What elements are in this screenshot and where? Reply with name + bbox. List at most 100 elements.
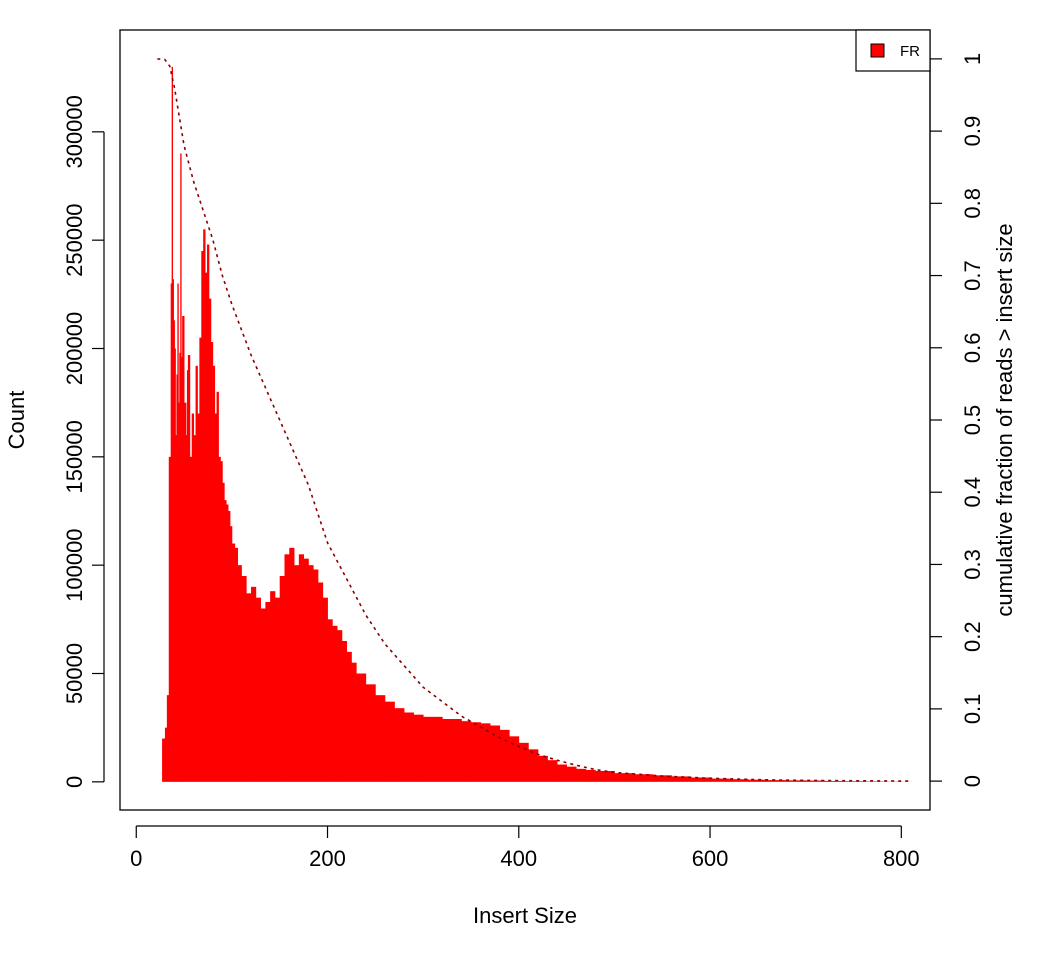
y2-tick-label: 0.8 [960,188,985,219]
histogram-bar [748,779,768,782]
histogram-bar [186,370,189,782]
histogram-bar [222,482,225,782]
histogram-bar [346,651,352,782]
histogram-bar [294,565,300,782]
x-tick-label: 600 [692,846,729,871]
histogram-bar [180,153,182,782]
histogram-bar [332,625,338,782]
histogram-bar [356,673,367,782]
histogram-bar [224,500,227,782]
histogram-bar [365,684,376,782]
histogram-bar [260,608,266,782]
histogram-bar [710,778,730,782]
histogram-bar [205,272,208,782]
y2-tick-label: 0.1 [960,694,985,725]
histogram-bar [394,708,405,782]
histogram-bar [172,279,174,782]
histogram-bar [164,727,168,782]
legend-swatch-fr [870,43,885,58]
y2-tick-label: 0.2 [960,621,985,652]
histogram-bar [499,729,510,782]
histogram-bar [308,565,314,782]
histogram-bar [210,342,214,782]
histogram-bar [184,402,187,782]
histogram-bar [185,435,188,782]
histogram-bar [423,716,434,782]
legend-label-fr: FR [900,43,920,60]
histogram-bar [461,721,472,782]
y2-tick-label: 0.9 [960,116,985,147]
histogram-bar [404,712,414,782]
y2-axis-label: cumulative fraction of reads > insert si… [992,223,1017,616]
histogram-bar [375,695,386,782]
histogram-bar [317,582,324,782]
histogram-bar [671,776,692,782]
histogram-bar [384,701,395,782]
histogram-bar [237,565,242,782]
histogram-bar [480,723,491,782]
histogram-bar [518,742,529,782]
y2-tick-label: 0.4 [960,477,985,508]
x-tick-label: 0 [130,846,142,871]
histogram-bar [197,413,200,782]
histogram-bar [208,298,212,782]
y2-tick-label: 0.7 [960,260,985,291]
histogram-bar [178,402,180,782]
histogram-bar [220,461,223,782]
histogram-bar [170,283,173,782]
histogram-bar [171,66,173,782]
y-tick-label: 150000 [62,420,87,493]
histogram-bar [177,283,179,782]
histogram-bar [351,662,357,782]
histogram-bar [614,773,634,782]
histogram-bar [199,337,202,782]
histogram-bar [216,391,219,782]
histogram-bar [432,716,443,782]
histogram-bar [289,547,295,782]
histogram-bar [166,695,170,782]
histogram-bar [231,543,236,782]
histogram-bar [690,777,711,782]
histogram-bar [576,768,587,782]
histogram-bar [652,775,673,782]
histogram-bar [843,781,864,782]
histogram-bar [729,779,749,782]
histogram-bar [585,769,596,782]
histogram-bar [279,576,285,782]
histogram-bar [337,630,343,782]
histogram-bar [528,749,539,782]
histogram-bar [298,554,305,782]
histogram-bar [470,722,481,782]
histogram-bar [175,435,177,782]
histogram-bar [509,736,520,782]
histogram-bar [228,511,231,782]
histogram-bar [212,365,216,782]
histogram-bar [270,591,276,782]
histogram-bar [195,365,198,782]
y-axis-label: Count [4,391,29,450]
x-tick-label: 200 [309,846,346,871]
histogram-bar [274,597,281,782]
histogram-bar [168,456,172,782]
histogram-bar [203,229,206,782]
histogram-bar [207,244,210,782]
histogram-bars [162,66,912,782]
y2-tick-label: 0.6 [960,332,985,363]
histogram-bar [767,780,787,782]
legend: FR [855,29,931,72]
histogram-bar [176,374,178,782]
y-tick-label: 250000 [62,203,87,276]
histogram-bar [189,456,193,782]
histogram-bar [557,764,567,782]
y-tick-label: 100000 [62,528,87,601]
y2-tick-label: 0 [960,775,985,787]
histogram-bar [284,554,290,782]
y2-tick-label: 0.3 [960,549,985,580]
y-axis-left: 0 50000 100000 150000 200000 250000 300000 [62,95,105,788]
histogram-bar [451,719,462,782]
y-tick-label: 300000 [62,95,87,168]
histogram-bar [241,576,247,782]
histogram-bar [786,780,807,782]
histogram-bar [327,619,333,782]
